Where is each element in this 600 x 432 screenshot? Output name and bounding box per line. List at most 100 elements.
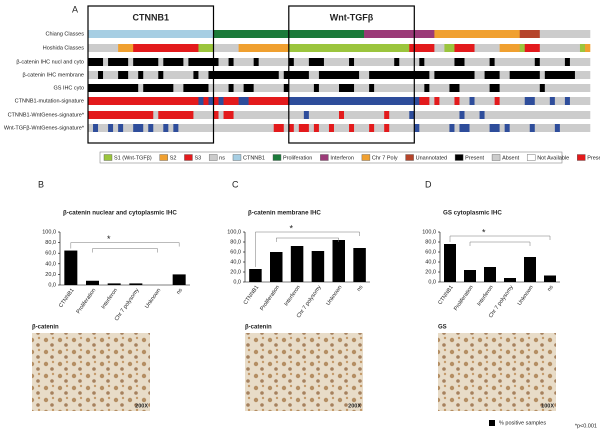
segment bbox=[88, 30, 214, 38]
segment bbox=[118, 71, 129, 79]
segment bbox=[308, 71, 320, 79]
segment bbox=[549, 97, 556, 105]
segment bbox=[173, 84, 184, 92]
y-tick-label: 80,0 bbox=[425, 239, 436, 245]
segment bbox=[308, 124, 315, 132]
segment bbox=[208, 84, 229, 92]
segment bbox=[489, 84, 500, 92]
bar bbox=[311, 251, 325, 282]
magnification: 100X bbox=[541, 403, 554, 409]
segment bbox=[283, 71, 310, 79]
segment bbox=[308, 58, 325, 66]
segment bbox=[354, 124, 370, 132]
segment bbox=[288, 84, 315, 92]
segment bbox=[499, 84, 541, 92]
segment bbox=[539, 30, 591, 38]
legend-swatch bbox=[208, 154, 218, 161]
segment bbox=[499, 44, 521, 52]
bar bbox=[129, 283, 143, 285]
segment bbox=[464, 58, 490, 66]
y-tick-label: 40,0 bbox=[45, 261, 56, 267]
segment bbox=[118, 124, 124, 132]
segment bbox=[339, 111, 345, 119]
x-tick-label: Interferon bbox=[101, 288, 119, 311]
row-label: β-catenin IHC membrane bbox=[22, 72, 84, 78]
legend-label: Interferon bbox=[330, 155, 354, 161]
x-tick-label: Unknown bbox=[144, 288, 162, 310]
segment bbox=[163, 124, 169, 132]
x-tick-label: ns bbox=[547, 284, 555, 292]
segment bbox=[519, 30, 541, 38]
segment bbox=[434, 44, 445, 52]
segment bbox=[283, 124, 290, 132]
segment bbox=[444, 44, 455, 52]
micrograph bbox=[438, 333, 556, 411]
segment bbox=[519, 44, 526, 52]
segment bbox=[564, 97, 571, 105]
row-label: Chiang Classes bbox=[45, 31, 84, 37]
legend-swatch bbox=[272, 154, 282, 161]
legend-swatch bbox=[489, 420, 495, 426]
segment bbox=[213, 97, 219, 105]
segment bbox=[88, 58, 104, 66]
bracket bbox=[276, 237, 339, 242]
bar bbox=[444, 244, 456, 282]
segment bbox=[88, 97, 199, 105]
segment bbox=[333, 124, 350, 132]
segment bbox=[143, 124, 149, 132]
y-tick-label: 100,0 bbox=[422, 229, 436, 235]
legend-swatch bbox=[103, 154, 113, 161]
segment bbox=[419, 97, 430, 105]
legend-label: Present bbox=[587, 155, 600, 161]
y-tick-label: 20,0 bbox=[45, 272, 56, 278]
segment bbox=[494, 58, 536, 66]
legend-swatch bbox=[526, 154, 536, 161]
segment bbox=[318, 71, 360, 79]
segment bbox=[369, 84, 375, 92]
chart-title: β-catenin membrane IHC bbox=[248, 210, 321, 217]
segment bbox=[354, 58, 395, 66]
bracket bbox=[70, 242, 180, 249]
segment bbox=[569, 97, 591, 105]
segment bbox=[153, 111, 159, 119]
segment bbox=[128, 71, 139, 79]
bracket bbox=[469, 241, 531, 246]
y-tick-label: 40,0 bbox=[230, 259, 241, 265]
segment bbox=[178, 124, 275, 132]
bracket bbox=[255, 231, 360, 267]
bar bbox=[464, 270, 476, 282]
segment bbox=[489, 124, 500, 132]
segment bbox=[158, 71, 164, 79]
y-tick-label: 80,0 bbox=[230, 239, 241, 245]
x-tick-label: Proliferation bbox=[453, 285, 475, 312]
segment bbox=[484, 111, 591, 119]
annotation: * bbox=[482, 227, 486, 237]
segment bbox=[238, 97, 249, 105]
segment bbox=[293, 58, 310, 66]
legend-label: S1 (Wnt-TGFβ) bbox=[114, 155, 152, 161]
chart-title: GS cytoplasmic IHC bbox=[443, 210, 502, 217]
segment bbox=[349, 124, 355, 132]
segment bbox=[328, 124, 335, 132]
bar bbox=[64, 250, 78, 285]
segment bbox=[208, 71, 280, 79]
y-tick-label: 60,0 bbox=[45, 251, 56, 257]
y-tick-label: 100,0 bbox=[42, 229, 56, 235]
legend-swatch bbox=[361, 154, 371, 161]
segment bbox=[439, 97, 455, 105]
row-label: β-catenin IHC nucl and cyto bbox=[16, 59, 84, 65]
segment bbox=[544, 71, 576, 79]
image-label: β-catenin bbox=[245, 325, 272, 331]
y-tick-label: 60,0 bbox=[425, 249, 436, 255]
segment bbox=[303, 111, 310, 119]
segment bbox=[469, 124, 490, 132]
segment bbox=[223, 111, 234, 119]
segment bbox=[238, 44, 290, 52]
segment bbox=[429, 97, 435, 105]
segment bbox=[113, 124, 119, 132]
x-tick-label: Interferon bbox=[476, 285, 494, 308]
segment bbox=[354, 84, 370, 92]
segment bbox=[434, 97, 440, 105]
legend-label: Unannotated bbox=[416, 155, 448, 161]
x-tick-label: Proliferation bbox=[259, 285, 281, 312]
